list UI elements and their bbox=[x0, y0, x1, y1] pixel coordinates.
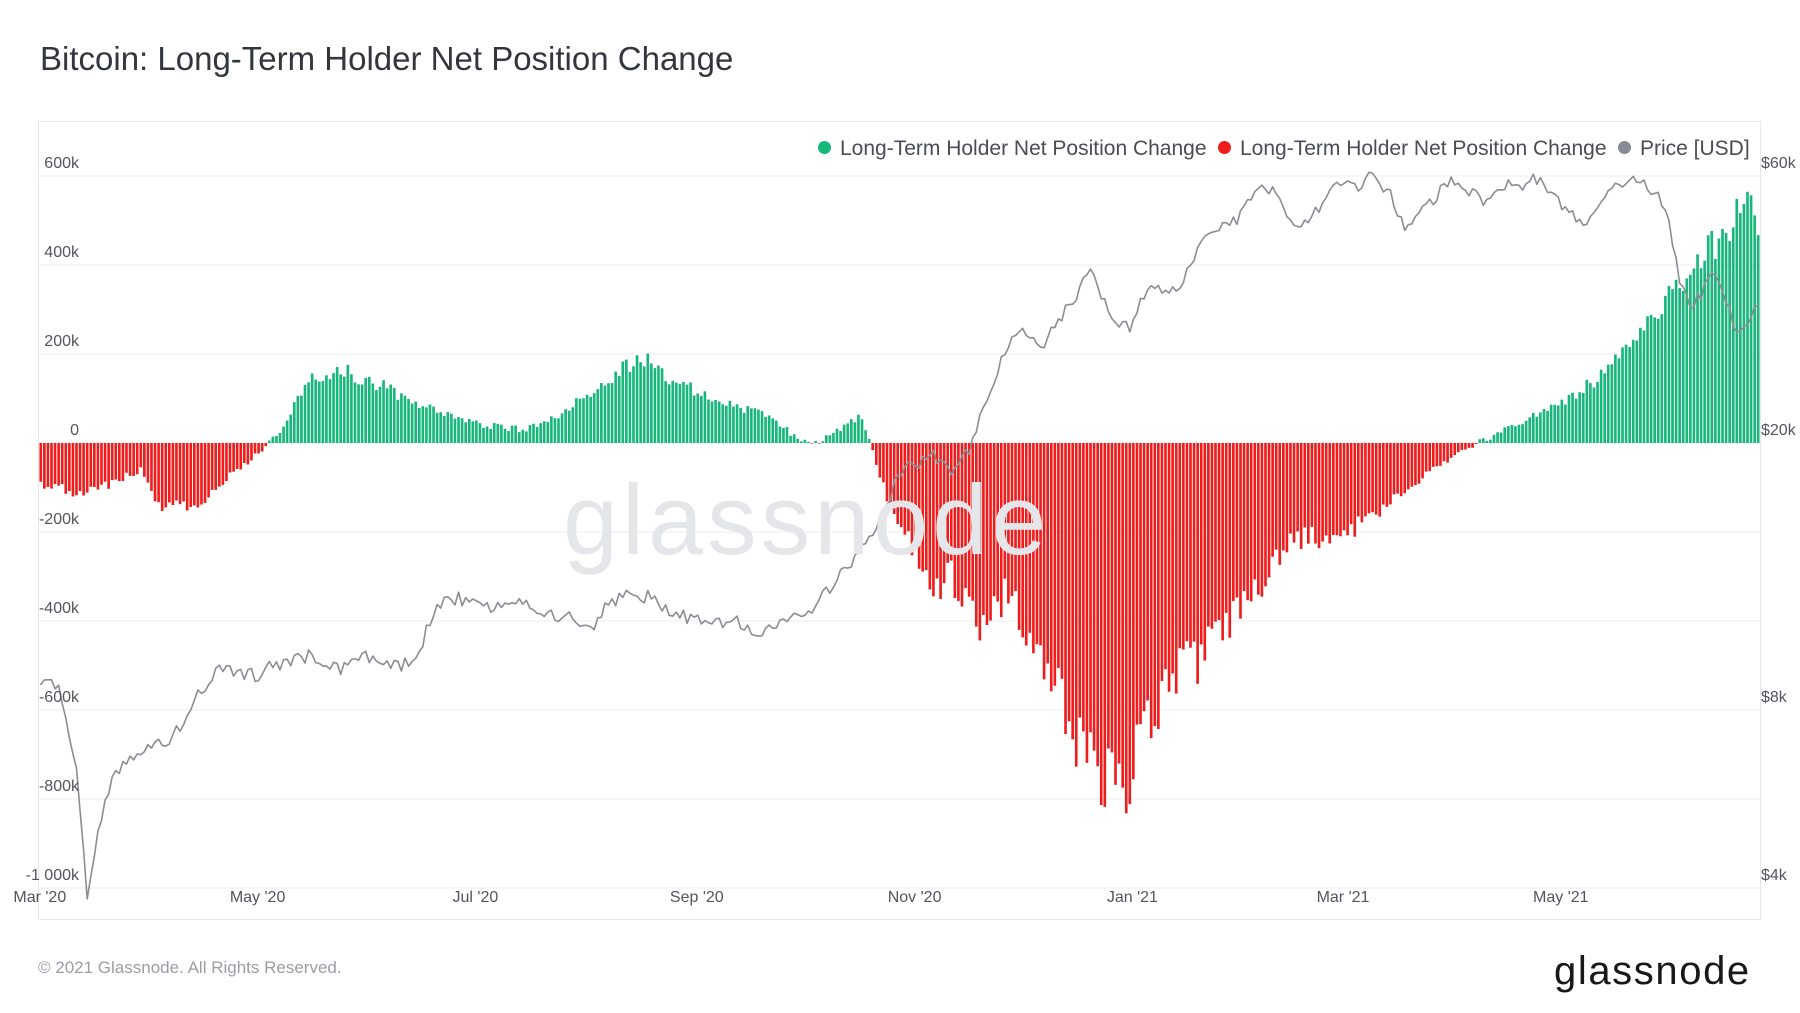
svg-text:glassnode: glassnode bbox=[1554, 949, 1751, 993]
